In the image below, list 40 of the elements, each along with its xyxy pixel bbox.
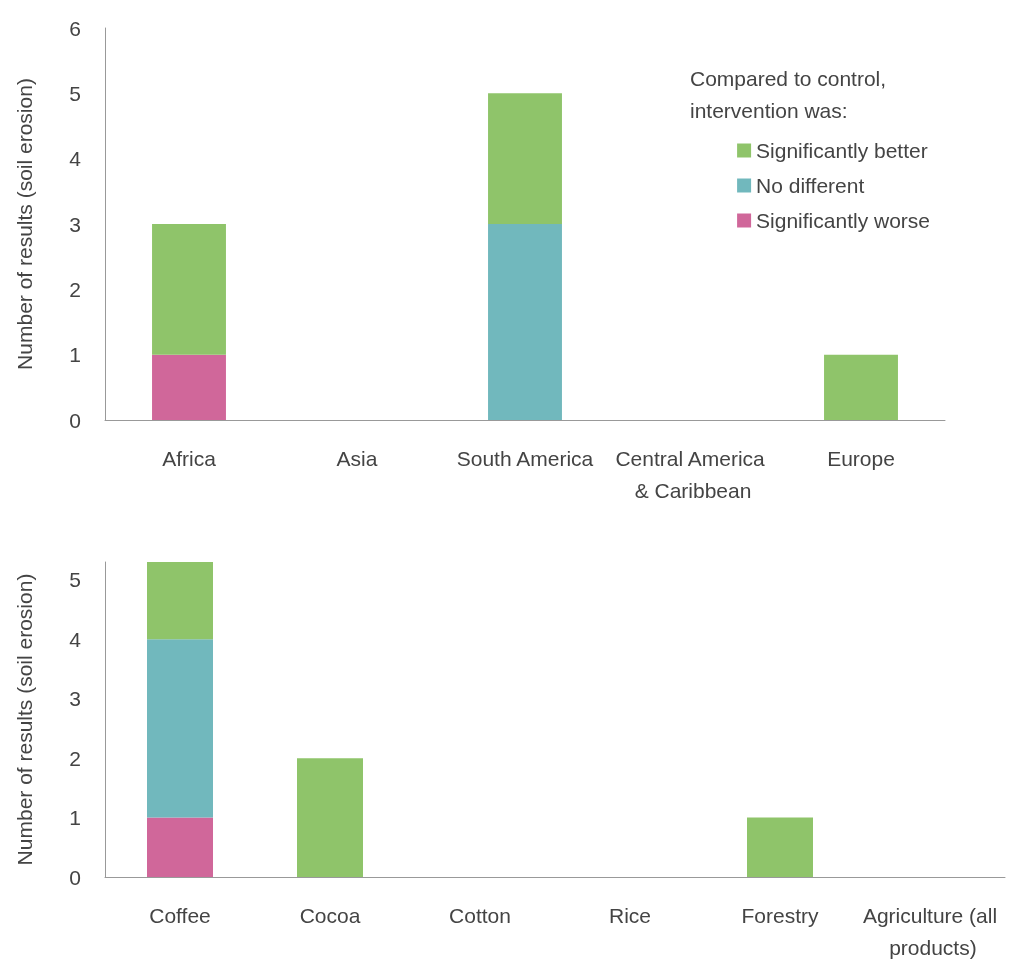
x-tick-label: Agriculture (all products) [862,903,998,959]
x-tick-label: Coffee [149,903,211,927]
x-tick-label: Cotton [449,903,511,927]
legend-label: Significantly better [756,139,928,162]
y-tick-label: 3 [69,212,81,236]
y-axis-title: Number of results (soil erosion) [13,573,36,866]
y-tick-label: 4 [69,627,82,651]
bar [824,354,898,420]
y-tick-label: 4 [69,147,82,171]
x-tick-label: Asia [336,446,378,470]
y-tick-label: 0 [69,865,81,889]
y-tick-label: 5 [69,568,81,592]
y-axis-title: Number of results (soil erosion) [13,78,36,370]
x-tick-label: South America [456,446,594,470]
bar [147,639,213,818]
y-tick-label: 6 [69,16,81,40]
bar [297,758,363,877]
bar [747,817,813,877]
bar [488,93,562,224]
bar [147,817,213,877]
x-tick-label: Central America & Caribbean [615,446,771,502]
legend-title: Compared to control, intervention was: [690,66,892,122]
y-tick-label: 2 [69,277,81,301]
y-tick-label: 2 [69,746,81,770]
y-tick-label: 5 [69,81,81,105]
bar [152,224,226,355]
x-tick-label: Europe [827,446,895,470]
y-tick-label: 0 [69,408,81,432]
y-tick-label: 1 [69,806,81,830]
y-tick-label: 3 [69,687,81,711]
bar [488,224,562,420]
bar [152,354,226,420]
bar [147,562,213,640]
x-tick-label: Cocoa [299,903,361,927]
legend-label: Significantly worse [756,209,930,232]
y-tick-label: 1 [69,343,81,367]
legend-label: No different [756,174,865,197]
x-tick-label: Rice [608,903,652,927]
x-tick-label: Africa [162,446,217,470]
x-tick-label: Forestry [741,903,819,927]
